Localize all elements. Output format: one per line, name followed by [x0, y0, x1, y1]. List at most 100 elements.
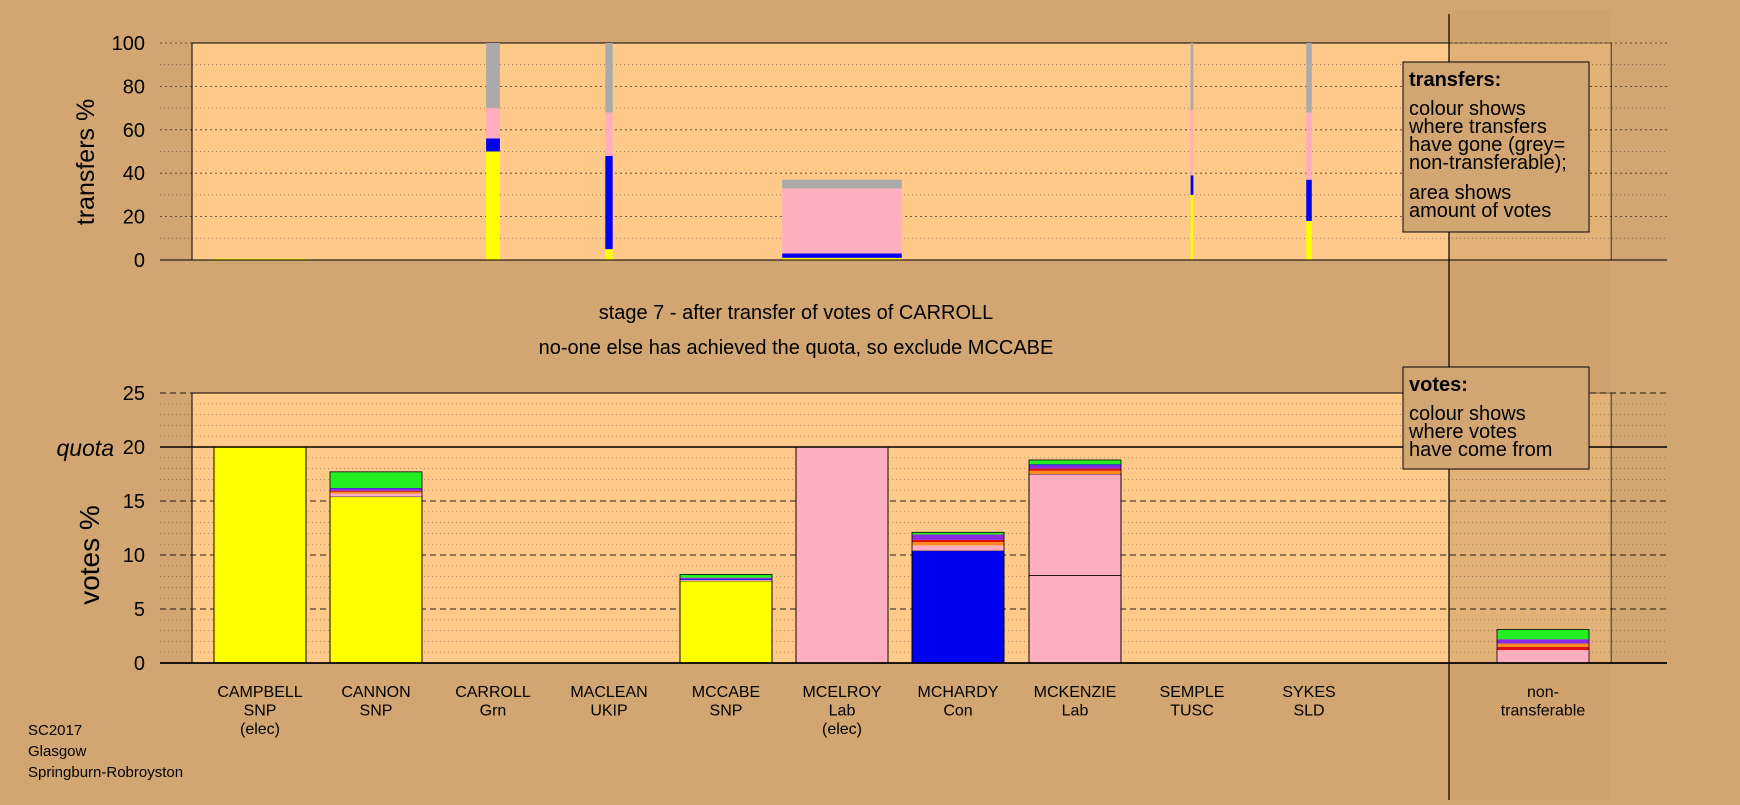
vote-segment — [1497, 629, 1589, 640]
candidate-label: transferable — [1501, 703, 1586, 720]
vote-segment — [795, 446, 889, 664]
transfer-segment — [782, 179, 902, 189]
transfer-segment — [605, 112, 613, 156]
transfer-segment — [782, 188, 902, 254]
transfer-segment — [486, 108, 500, 139]
vote-segment — [680, 577, 772, 579]
transfer-segment — [1190, 175, 1194, 195]
legend-transfers-title: transfers: — [1409, 69, 1501, 91]
transfers-tick-label: 40 — [123, 163, 145, 185]
vote-segment — [1497, 639, 1589, 644]
candidate-label: SNP — [710, 703, 743, 720]
stage-subtitle: no-one else has achieved the quota, so e… — [539, 337, 1054, 359]
votes-tick-label: 15 — [123, 491, 145, 513]
vote-segment — [1029, 470, 1121, 474]
votes-plot-area — [191, 392, 1612, 664]
transfer-segment — [1306, 43, 1312, 113]
footer-ward: Springburn-Robroyston — [28, 764, 183, 781]
legend-transfers-line: amount of votes — [1409, 200, 1551, 222]
vote-segment — [1028, 473, 1122, 576]
candidate-label: Lab — [1062, 703, 1089, 720]
vote-segment — [330, 490, 422, 492]
candidate-label: UKIP — [590, 703, 627, 720]
vote-segment — [912, 532, 1004, 535]
legend-votes-box — [1402, 366, 1590, 470]
legend-transfers-line: non-transferable); — [1409, 152, 1567, 174]
candidate-label: (elec) — [240, 721, 280, 738]
vote-segment — [680, 574, 772, 578]
transfers-tick-label: 100 — [112, 33, 145, 55]
vote-segment — [213, 446, 307, 664]
vote-segment — [1029, 465, 1121, 469]
legend-votes-line: colour shows — [1409, 403, 1526, 425]
candidate-label: MCHARDY — [918, 684, 999, 701]
vote-segment — [1029, 464, 1121, 466]
vote-segment — [911, 550, 1005, 664]
vote-segment — [912, 534, 1004, 540]
transfer-segment — [605, 43, 613, 113]
transfer-segment — [605, 249, 613, 260]
footer-council: Glasgow — [28, 743, 87, 760]
vote-segment — [1029, 459, 1121, 465]
candidate-label: MCKENZIE — [1034, 684, 1117, 701]
candidate-label: Grn — [480, 703, 507, 720]
candidate-label: Con — [943, 703, 972, 720]
vote-segment — [330, 488, 422, 489]
candidate-label: SLD — [1293, 703, 1324, 720]
votes-tick-label: 10 — [123, 545, 145, 567]
transfer-segment — [486, 138, 500, 152]
transfer-segment — [605, 155, 613, 250]
votes-tick-label: 25 — [123, 383, 145, 405]
transfer-segment — [782, 257, 902, 260]
candidate-label: TUSC — [1170, 703, 1214, 720]
legend-transfers: transfers: colour shows where transfers … — [1402, 61, 1590, 233]
vote-segment — [330, 493, 422, 497]
candidate-label: SYKES — [1282, 684, 1335, 701]
candidate-label: MCCABE — [692, 684, 760, 701]
legend-votes: votes: colour shows where votes have com… — [1402, 366, 1590, 470]
vote-segment — [330, 488, 422, 491]
transfer-segment — [486, 151, 500, 260]
legend-votes-line: where votes — [1408, 421, 1517, 443]
candidate-label: MCELROY — [802, 684, 881, 701]
candidate-label: (elec) — [822, 721, 862, 738]
footer-election: SC2017 — [28, 722, 82, 739]
vote-segment — [1497, 643, 1589, 647]
transfer-segment — [1306, 112, 1312, 180]
vote-segment — [912, 542, 1004, 546]
vote-segment — [1029, 468, 1121, 471]
transfers-axis-title: transfers % — [72, 99, 100, 225]
votes-tick-label: 0 — [134, 653, 145, 675]
legend-transfers-line: area shows — [1409, 182, 1511, 204]
legend-transfers-box — [1402, 61, 1590, 233]
vote-segment — [680, 579, 772, 581]
transfers-tick-label: 80 — [123, 76, 145, 98]
vote-segment — [1497, 646, 1589, 651]
candidate-label: CANNON — [341, 684, 410, 701]
transfer-segment — [782, 253, 902, 258]
transfers-tick-label: 0 — [134, 250, 145, 272]
transfer-segment — [1190, 110, 1194, 176]
vote-segment — [329, 496, 423, 664]
vote-segment — [912, 545, 1004, 551]
candidate-label: SEMPLE — [1160, 684, 1225, 701]
vote-segment — [912, 539, 1004, 543]
vote-segment — [680, 578, 772, 580]
transfers-tick-label: 60 — [123, 120, 145, 142]
candidate-label: Lab — [829, 703, 856, 720]
legend-transfers-line: have gone (grey= — [1409, 134, 1565, 156]
legend-votes-line: have come from — [1409, 439, 1552, 461]
votes-tick-label: 20 — [123, 437, 145, 459]
transfers-tick-label: 20 — [123, 207, 145, 229]
candidate-label: CARROLL — [455, 684, 531, 701]
vote-segment — [1497, 650, 1589, 663]
transfer-segment — [1190, 43, 1194, 111]
candidate-label: CAMPBELL — [217, 684, 302, 701]
transfer-segment — [1190, 194, 1194, 260]
vote-segment — [1028, 575, 1122, 664]
stage-title: stage 7 - after transfer of votes of CAR… — [599, 302, 994, 324]
transfer-segment — [1306, 179, 1312, 221]
votes-axis-title: votes % — [74, 505, 105, 605]
vote-segment — [679, 580, 773, 664]
